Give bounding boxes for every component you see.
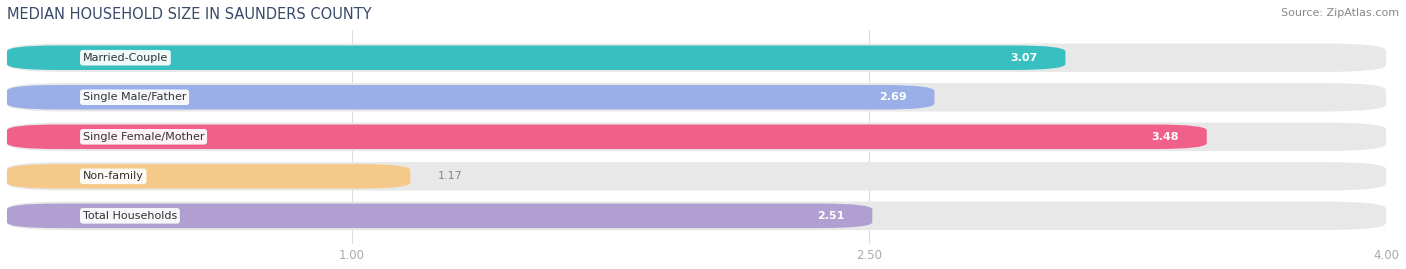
FancyBboxPatch shape <box>14 207 35 225</box>
Text: Married-Couple: Married-Couple <box>83 53 169 63</box>
FancyBboxPatch shape <box>7 44 1386 72</box>
Text: MEDIAN HOUSEHOLD SIZE IN SAUNDERS COUNTY: MEDIAN HOUSEHOLD SIZE IN SAUNDERS COUNTY <box>7 7 371 22</box>
Text: Non-family: Non-family <box>83 171 143 181</box>
FancyBboxPatch shape <box>14 128 35 146</box>
Text: 2.51: 2.51 <box>817 211 845 221</box>
FancyBboxPatch shape <box>14 168 35 185</box>
FancyBboxPatch shape <box>7 83 1386 111</box>
FancyBboxPatch shape <box>7 85 935 109</box>
Text: Single Male/Father: Single Male/Father <box>83 92 187 102</box>
Text: 3.07: 3.07 <box>1011 53 1038 63</box>
FancyBboxPatch shape <box>7 162 1386 190</box>
Text: Total Households: Total Households <box>83 211 177 221</box>
FancyBboxPatch shape <box>7 204 872 228</box>
FancyBboxPatch shape <box>7 123 1386 151</box>
FancyBboxPatch shape <box>7 201 1386 230</box>
FancyBboxPatch shape <box>14 49 35 66</box>
FancyBboxPatch shape <box>7 45 1066 70</box>
Text: 1.17: 1.17 <box>437 171 463 181</box>
Text: 3.48: 3.48 <box>1152 132 1180 142</box>
Text: Single Female/Mother: Single Female/Mother <box>83 132 204 142</box>
FancyBboxPatch shape <box>7 125 1206 149</box>
Text: Source: ZipAtlas.com: Source: ZipAtlas.com <box>1281 8 1399 18</box>
Text: 2.69: 2.69 <box>879 92 907 102</box>
FancyBboxPatch shape <box>14 89 35 106</box>
FancyBboxPatch shape <box>7 164 411 189</box>
